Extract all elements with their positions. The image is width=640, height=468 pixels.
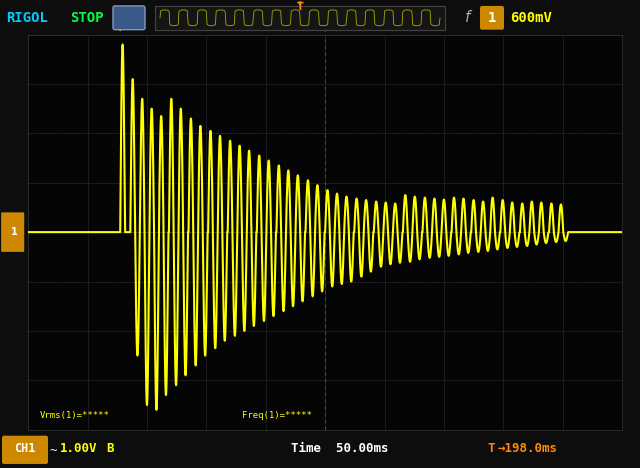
Text: CH1: CH1 (14, 442, 36, 455)
Text: ~: ~ (50, 444, 58, 457)
Text: STOP: STOP (70, 11, 104, 25)
Text: T: T (296, 2, 303, 12)
Text: Vrms(1)=*****: Vrms(1)=***** (40, 411, 110, 420)
Text: Freq(1)=*****: Freq(1)=***** (242, 411, 312, 420)
Text: 1: 1 (3, 227, 10, 237)
Text: Time  50.00ms: Time 50.00ms (291, 442, 388, 455)
FancyBboxPatch shape (113, 6, 145, 29)
Text: 1.00V: 1.00V (60, 442, 97, 455)
FancyBboxPatch shape (2, 436, 48, 464)
Text: 1: 1 (11, 227, 17, 237)
Text: 600mV: 600mV (510, 11, 552, 25)
Text: B: B (106, 442, 113, 455)
Text: →198.0ms: →198.0ms (498, 442, 558, 455)
Text: T: T (117, 14, 123, 30)
Text: f: f (465, 10, 470, 25)
FancyBboxPatch shape (480, 6, 504, 29)
Text: 1: 1 (488, 11, 496, 25)
FancyBboxPatch shape (1, 212, 24, 252)
Text: RIGOL: RIGOL (6, 11, 48, 25)
Text: T: T (488, 442, 495, 455)
Bar (155, 6, 445, 29)
